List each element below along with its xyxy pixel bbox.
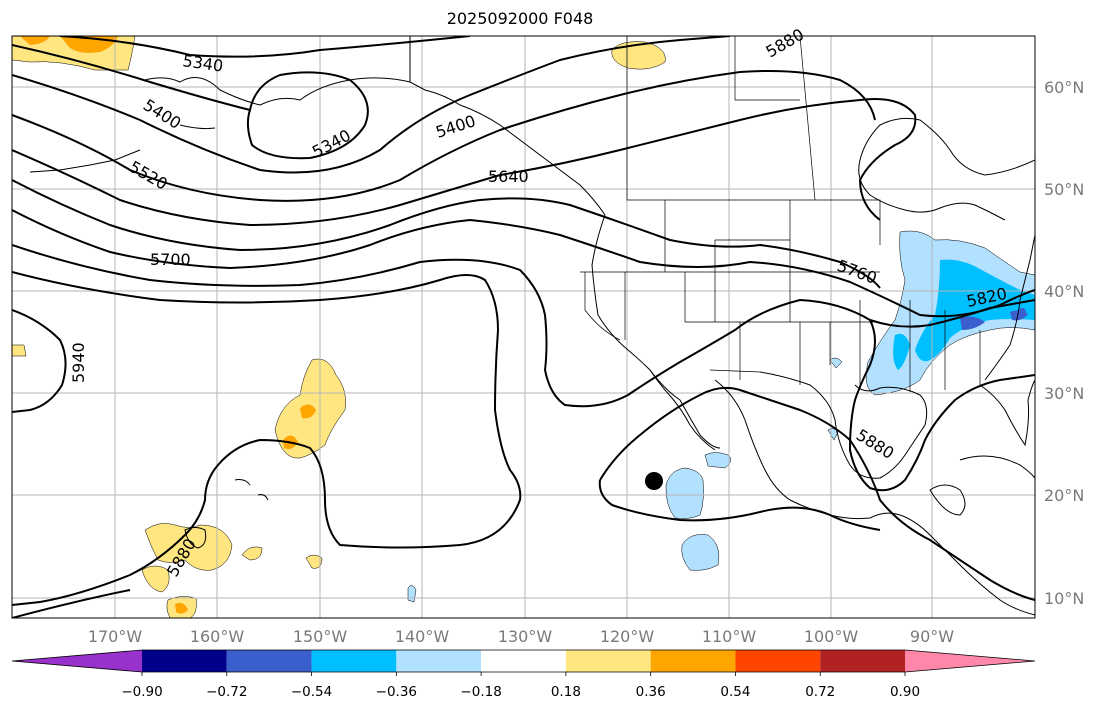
colorbar-segment — [12, 650, 142, 672]
colorbar-segment — [905, 650, 1035, 672]
colorbar-label: 0.36 — [636, 684, 666, 700]
storm-center-marker — [645, 472, 663, 490]
lon-tick: 160°W — [190, 627, 245, 646]
colorbar-label: 0.54 — [720, 684, 750, 700]
lat-tick: 30°N — [1044, 384, 1084, 403]
colorbar-label: 0.72 — [805, 684, 835, 700]
colorbar-segment — [481, 650, 566, 672]
colorbar-label: −0.90 — [121, 684, 162, 700]
longitude-ticks: 170°W 160°W 150°W 140°W 130°W 120°W 110°… — [88, 627, 954, 646]
colorbar-label: 0.90 — [890, 684, 920, 700]
lat-tick: 40°N — [1044, 282, 1084, 301]
map-title: 2025092000 F048 — [446, 9, 594, 28]
lon-tick: 120°W — [600, 627, 655, 646]
colorbar-label: 0.18 — [551, 684, 581, 700]
contour-label: 5940 — [69, 342, 88, 383]
colorbar-segment — [142, 650, 227, 672]
latitude-ticks: 60°N 50°N 40°N 30°N 20°N 10°N — [1044, 78, 1084, 608]
lat-tick: 20°N — [1044, 486, 1084, 505]
map-frame — [11, 35, 1036, 619]
lon-tick: 140°W — [395, 627, 450, 646]
gridlines — [12, 36, 1035, 618]
height-contours — [12, 36, 1035, 618]
colorbar-label: −0.36 — [376, 684, 417, 700]
colorbar-segment — [226, 650, 312, 672]
contour-label: 5640 — [488, 167, 529, 186]
lon-tick: 100°W — [804, 627, 859, 646]
lon-tick: 90°W — [910, 627, 954, 646]
colorbar-label: −0.54 — [291, 684, 332, 700]
colorbar-segment — [565, 650, 651, 672]
colorbar: −0.90 −0.72 −0.54 −0.36 −0.18 0.18 0.36 0.54 0.7… — [11, 649, 1036, 700]
lat-tick: 50°N — [1044, 180, 1084, 199]
lon-tick: 110°W — [702, 627, 757, 646]
lon-tick: 150°W — [293, 627, 348, 646]
colorbar-label: −0.18 — [460, 684, 501, 700]
contour-label: 5700 — [150, 250, 191, 269]
map-background — [12, 36, 1035, 618]
colorbar-segment — [820, 650, 905, 672]
colorbar-segment — [650, 650, 736, 672]
coastlines — [29, 36, 1035, 616]
colorbar-segment — [311, 650, 397, 672]
lat-tick: 10°N — [1044, 589, 1084, 608]
colorbar-segment — [396, 650, 482, 672]
lon-tick: 130°W — [498, 627, 553, 646]
lat-tick: 60°N — [1044, 78, 1084, 97]
colorbar-segment — [735, 650, 821, 672]
lon-tick: 170°W — [88, 627, 143, 646]
state-borders — [580, 36, 981, 392]
colorbar-label: −0.72 — [206, 684, 247, 700]
